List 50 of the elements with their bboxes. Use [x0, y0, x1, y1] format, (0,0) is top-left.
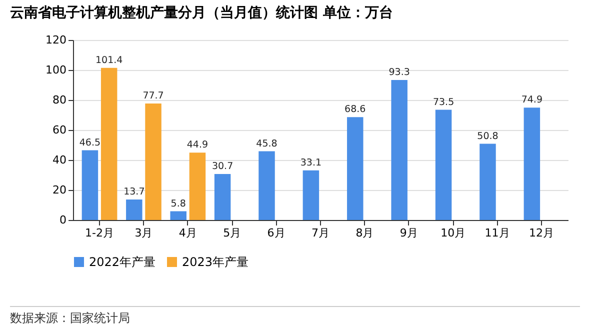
x-tick-label: 1-2月 [85, 226, 114, 240]
bar [347, 117, 364, 220]
x-tick-label: 12月 [528, 226, 554, 240]
y-tick-label: 40 [52, 154, 66, 166]
bar [524, 108, 540, 220]
x-tick-label: 4月 [178, 226, 197, 240]
data-label: 50.8 [477, 130, 498, 142]
bar [100, 68, 118, 220]
y-tick-label: 80 [52, 94, 66, 106]
bar [145, 103, 162, 220]
bar [170, 211, 186, 220]
legend-label: 2022年产量 [89, 255, 156, 269]
legend-label: 2023年产量 [182, 255, 249, 269]
data-label: 30.7 [212, 160, 234, 172]
x-tick-label: 9月 [400, 226, 418, 240]
data-label: 5.8 [170, 198, 186, 210]
data-label: 44.9 [186, 140, 208, 151]
chart-title: 云南省电子计算机整机产量分月（当月值）统计图 单位：万台 [10, 4, 393, 21]
x-tick-label: 8月 [356, 226, 374, 240]
data-label: 74.9 [521, 94, 543, 106]
y-tick-label: 100 [46, 64, 66, 76]
x-tick-label: 3月 [134, 226, 153, 240]
bar [391, 80, 408, 220]
y-tick-label: 20 [52, 184, 66, 196]
x-tick-label: 10月 [440, 226, 466, 240]
bar [302, 170, 320, 220]
data-label: 68.6 [344, 104, 366, 116]
bar [480, 144, 496, 220]
data-label: 33.1 [300, 157, 322, 168]
data-label: 45.8 [256, 138, 278, 150]
bar [214, 174, 231, 220]
bar [126, 199, 142, 220]
data-label: 46.5 [79, 137, 101, 148]
bar [258, 151, 275, 220]
source-note: 数据来源：国家统计局 [10, 306, 580, 327]
x-tick-label: 5月 [223, 226, 242, 240]
y-tick-label: 0 [60, 214, 66, 226]
bar [82, 150, 98, 220]
bar [189, 152, 206, 220]
bar [435, 110, 452, 220]
y-tick-label: 120 [46, 34, 66, 46]
x-tick-label: 7月 [312, 226, 330, 240]
x-tick-label: 11月 [484, 226, 510, 240]
data-label: 13.7 [124, 186, 145, 198]
data-label: 101.4 [95, 54, 123, 66]
data-label: 77.7 [142, 90, 164, 102]
y-tick-label: 60 [52, 124, 66, 136]
data-label: 73.5 [432, 96, 454, 108]
x-tick-label: 6月 [267, 226, 286, 240]
data-label: 93.3 [388, 67, 410, 78]
